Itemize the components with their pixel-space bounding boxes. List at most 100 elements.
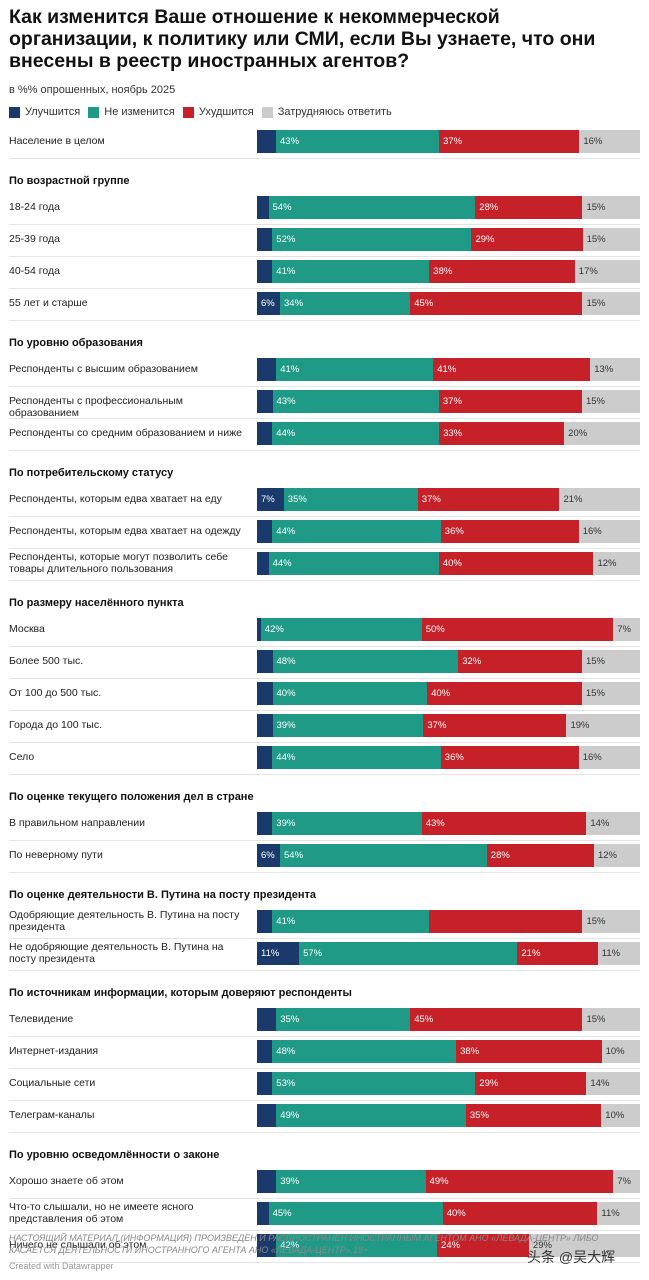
bar-segment: 40% xyxy=(438,552,594,575)
bar-segment: 15% xyxy=(582,196,640,219)
data-label: 35% xyxy=(280,1014,300,1025)
data-label: 29% xyxy=(475,234,495,245)
row-divider xyxy=(9,646,640,647)
row-label: Москва xyxy=(9,623,45,635)
data-label: 29% xyxy=(479,1078,499,1089)
row-label: От 100 до 500 тыс. xyxy=(9,687,102,699)
bar-segment: 45% xyxy=(268,1202,443,1225)
bar-segment xyxy=(257,650,273,673)
row-divider xyxy=(9,224,640,225)
data-label: 45% xyxy=(272,1208,292,1219)
stacked-bar: 48% 38% 10% xyxy=(257,1040,640,1063)
data-label: 49% xyxy=(429,1176,449,1187)
data-label: 44% xyxy=(276,526,296,537)
bar-segment xyxy=(257,714,273,737)
bar-segment xyxy=(257,390,273,413)
row-label: Интернет-издания xyxy=(9,1045,99,1057)
data-label: 54% xyxy=(272,202,292,213)
bar-segment: 49% xyxy=(425,1170,614,1193)
bar-segment: 15% xyxy=(582,292,640,315)
data-label: 41% xyxy=(276,916,296,927)
bar-segment xyxy=(257,1072,273,1095)
bar-segment: 44% xyxy=(272,422,440,445)
bar-segment xyxy=(257,130,276,153)
group-title: По оценке деятельности В. Путина на пост… xyxy=(9,889,317,901)
bar-segment: 52% xyxy=(272,228,472,251)
bar-segment: 29% xyxy=(471,228,583,251)
bar-segment: 16% xyxy=(579,130,640,153)
data-label: 11% xyxy=(601,1208,620,1219)
bar-segment: 42% xyxy=(260,618,422,641)
data-label: 40% xyxy=(446,1208,466,1219)
bar-segment: 38% xyxy=(456,1040,602,1063)
bar-segment: 37% xyxy=(438,390,582,413)
legend-item-worsen: Ухудшится xyxy=(182,106,254,118)
row-divider xyxy=(9,580,640,581)
data-label: 43% xyxy=(276,396,296,407)
data-label: 42% xyxy=(280,1240,300,1251)
stacked-bar: 45% 40% 11% xyxy=(257,1202,640,1225)
bar-segment xyxy=(257,812,273,835)
bar-segment xyxy=(257,1170,277,1193)
bar-segment: 39% xyxy=(272,714,424,737)
bar-segment: 40% xyxy=(272,682,428,705)
bar-segment: 14% xyxy=(586,812,640,835)
bar-segment: 29% xyxy=(475,1072,587,1095)
legend-swatch xyxy=(182,106,194,118)
bar-segment: 15% xyxy=(581,650,640,673)
bar-segment xyxy=(257,1202,269,1225)
row-label: Село xyxy=(9,751,35,763)
data-label: 21% xyxy=(563,494,583,505)
data-label: 33% xyxy=(443,428,463,439)
bar-segment: 15% xyxy=(582,910,640,933)
row-label: Более 500 тыс. xyxy=(9,655,84,667)
data-label: 21% xyxy=(521,948,541,959)
stacked-bar: 44% 36% 16% xyxy=(257,746,640,769)
stacked-bar: 49% 35% 10% xyxy=(257,1104,640,1127)
stacked-bar: 44% 40% 12% xyxy=(257,552,640,575)
bar-segment: 37% xyxy=(417,488,560,511)
stacked-bar-chart: Население в целом 43% 37% 16% По возрастной … xyxy=(9,130,640,1263)
bar-segment: 33% xyxy=(439,422,565,445)
bar-segment: 36% xyxy=(440,746,579,769)
stacked-bar: 39% 37% 19% xyxy=(257,714,640,737)
bar-segment: 17% xyxy=(574,260,640,283)
row-divider xyxy=(9,1262,640,1263)
data-label: 54% xyxy=(284,850,304,861)
stacked-bar: 44% 33% 20% xyxy=(257,422,640,445)
data-label: 15% xyxy=(585,396,605,407)
bar-segment: 34% xyxy=(280,292,411,315)
stacked-bar: 54% 28% 15% xyxy=(257,196,640,219)
stacked-bar: 40% 40% 15% xyxy=(257,682,640,705)
data-label: 14% xyxy=(590,1078,610,1089)
data-label: 15% xyxy=(586,202,606,213)
bar-segment: 13% xyxy=(590,358,640,381)
row-divider xyxy=(9,256,640,257)
bar-segment: 12% xyxy=(593,552,640,575)
row-label: Не одобряющие деятельность В. Путина на … xyxy=(9,941,224,965)
bar-segment: 41% xyxy=(272,910,430,933)
data-label: 40% xyxy=(442,558,462,569)
bar-segment: 28% xyxy=(486,844,594,867)
stacked-bar: 39% 49% 7% xyxy=(257,1170,640,1193)
row-label: Социальные сети xyxy=(9,1077,96,1089)
bar-segment: 16% xyxy=(578,520,640,543)
data-label: 53% xyxy=(276,1078,296,1089)
data-label: 15% xyxy=(586,916,606,927)
row-divider xyxy=(9,1100,640,1101)
row-label: 25-39 года xyxy=(9,233,60,245)
data-label: 44% xyxy=(276,752,296,763)
data-label: 41% xyxy=(276,266,296,277)
bar-segment xyxy=(257,422,273,445)
legend-item-hard-to-say: Затрудняюсь ответить xyxy=(261,106,392,118)
data-label: 6% xyxy=(261,298,275,309)
group-title: По размеру населённого пункта xyxy=(9,597,184,609)
data-label: 41% xyxy=(437,364,457,375)
bar-segment: 40% xyxy=(427,682,582,705)
bar-segment: 41% xyxy=(272,260,430,283)
bar-segment xyxy=(257,520,273,543)
data-label: 15% xyxy=(585,656,605,667)
stacked-bar: 41% 38% 17% xyxy=(257,260,640,283)
bar-segment: 50% xyxy=(421,618,614,641)
data-label: 39% xyxy=(276,818,296,829)
